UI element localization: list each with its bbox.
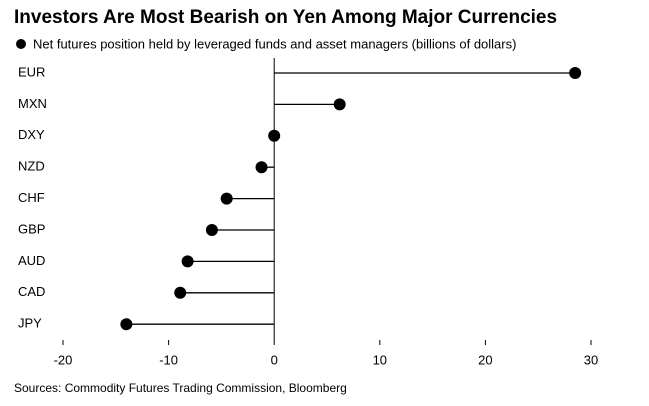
- legend-label: Net futures position held by leveraged f…: [33, 36, 516, 51]
- y-tick-label: CAD: [18, 284, 45, 299]
- x-tick-label: 10: [373, 352, 387, 367]
- y-tick-label: AUD: [18, 253, 45, 268]
- dot: [268, 129, 281, 142]
- y-tick-label: EUR: [18, 64, 45, 79]
- chart-title: Investors Are Most Bearish on Yen Among …: [14, 7, 557, 28]
- dot: [220, 192, 233, 205]
- x-tick-label: 30: [584, 352, 598, 367]
- y-tick-label: NZD: [18, 159, 45, 174]
- y-tick-label: MXN: [18, 96, 47, 111]
- source: Sources: Commodity Futures Trading Commi…: [14, 381, 347, 395]
- x-tick-label: 0: [271, 352, 278, 367]
- legend-marker: [16, 39, 26, 49]
- dot: [569, 67, 582, 79]
- y-tick-label: GBP: [18, 221, 45, 236]
- dot: [120, 318, 133, 331]
- x-tick-label: 20: [478, 352, 492, 367]
- dot: [174, 286, 187, 299]
- dot: [205, 224, 218, 236]
- dot: [333, 98, 346, 111]
- x-tick-label: -10: [159, 352, 178, 367]
- y-tick-label: DXY: [18, 127, 45, 142]
- y-tick-label: CHF: [18, 190, 45, 205]
- dot: [181, 255, 194, 268]
- x-tick-label: -20: [54, 352, 73, 367]
- dot: [255, 161, 268, 174]
- y-tick-label: JPY: [18, 316, 42, 331]
